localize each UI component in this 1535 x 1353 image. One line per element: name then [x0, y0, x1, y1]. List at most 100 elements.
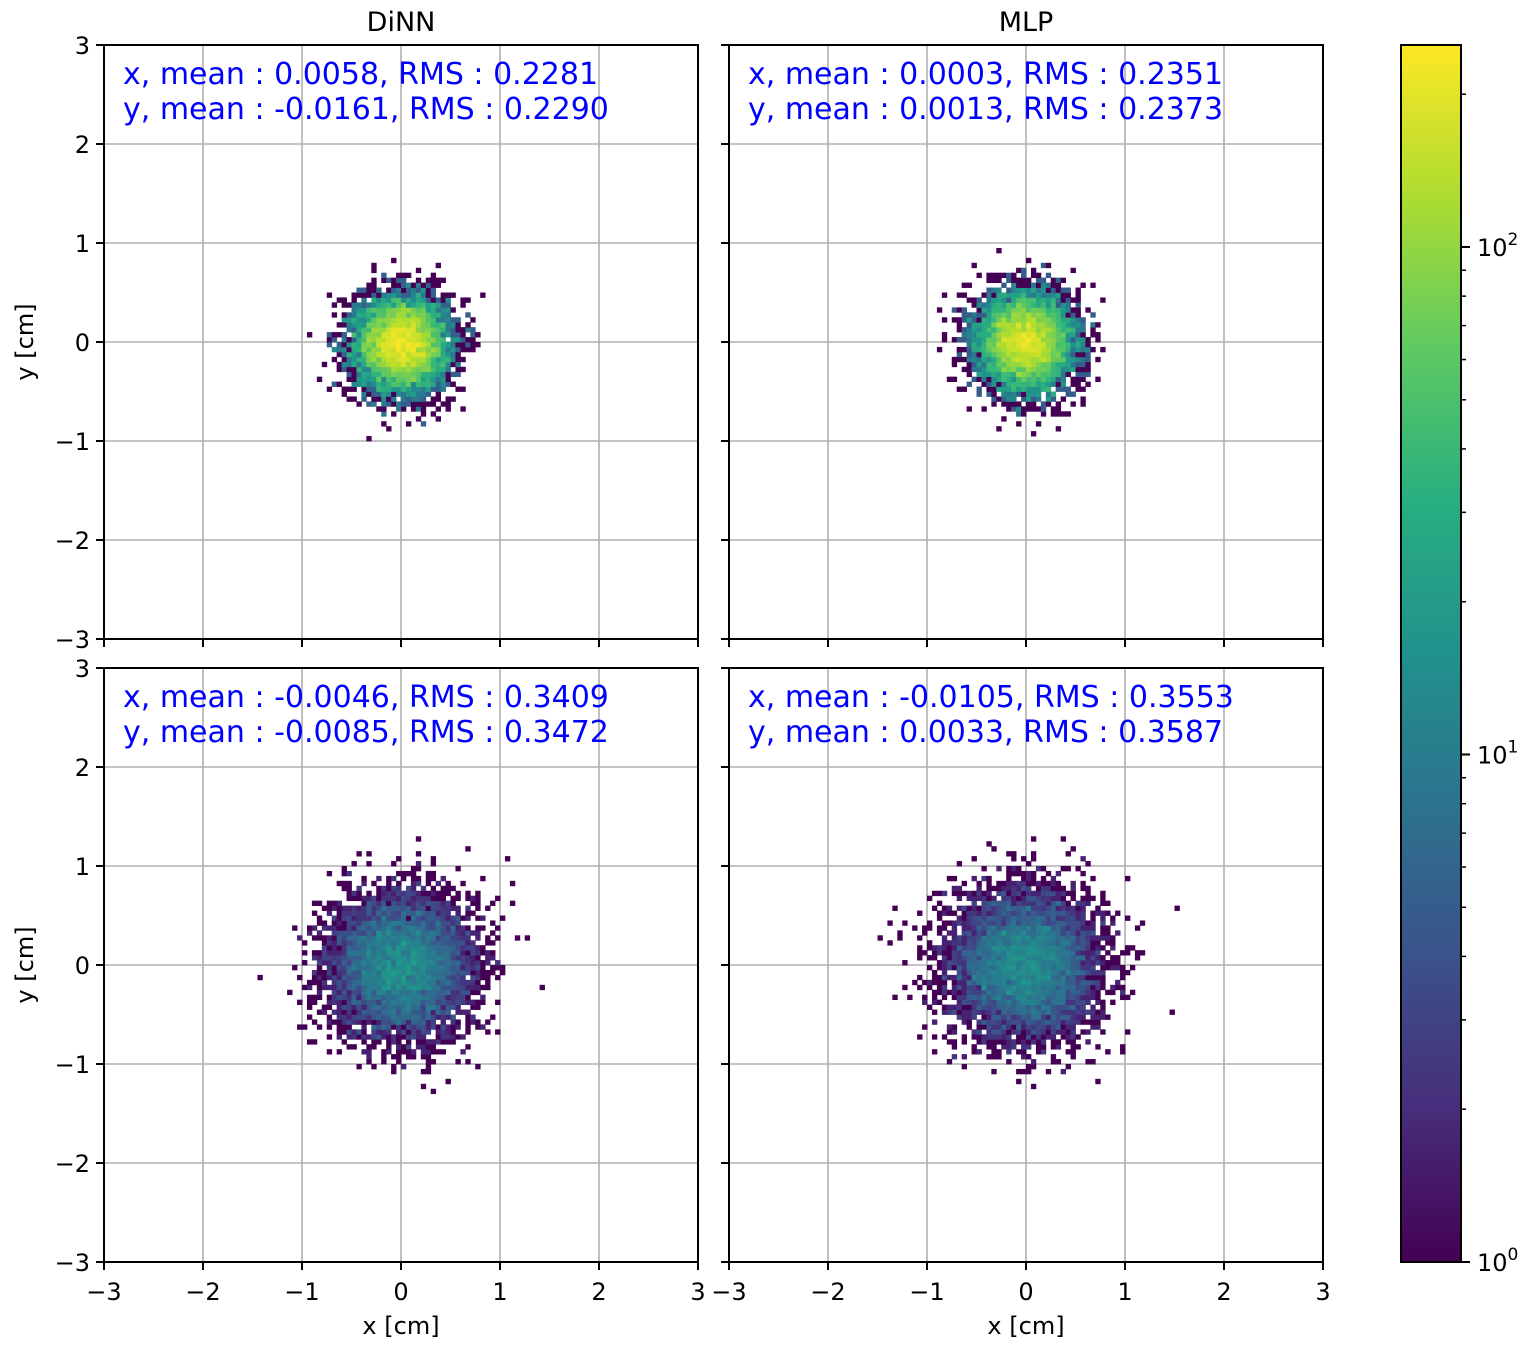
histogram-cell [475, 935, 481, 941]
histogram-cell [1055, 880, 1062, 887]
histogram-cell [475, 1064, 481, 1070]
histogram-cell [1075, 322, 1081, 328]
histogram-cell [1060, 1014, 1066, 1020]
histogram-cell [966, 342, 972, 348]
histogram-cell [410, 342, 417, 348]
histogram-cell [361, 297, 367, 303]
histogram-cell [376, 910, 382, 916]
histogram-cell [465, 297, 471, 303]
histogram-cell [1075, 930, 1081, 936]
histogram-cell [971, 297, 977, 303]
histogram-cell [1026, 950, 1032, 956]
histogram-cell [966, 895, 972, 902]
histogram-cell [445, 332, 451, 338]
histogram-cell [331, 984, 338, 991]
histogram-cell [351, 915, 357, 921]
histogram-cell [401, 999, 407, 1005]
histogram-cell [381, 1004, 387, 1010]
histogram-cell [1040, 371, 1047, 378]
histogram-cell [425, 915, 432, 921]
histogram-cell [405, 292, 412, 298]
histogram-cell [381, 900, 387, 906]
histogram-cell [341, 979, 347, 986]
histogram-cell [371, 1044, 377, 1050]
histogram-cell [1100, 900, 1106, 906]
histogram-cell [1125, 994, 1131, 1001]
histogram-cell [996, 302, 1002, 308]
histogram-cell [430, 386, 437, 392]
histogram-cell [366, 337, 372, 343]
histogram-cell [1035, 1019, 1042, 1025]
histogram-cell [1060, 989, 1066, 996]
histogram-cell [1035, 322, 1042, 328]
histogram-cell [455, 979, 461, 986]
histogram-cell [1030, 940, 1037, 946]
histogram-cell [941, 317, 948, 323]
histogram-cell [420, 1068, 427, 1075]
histogram-cell [976, 1009, 982, 1015]
histogram-cell [1075, 999, 1081, 1005]
histogram-cell [361, 292, 367, 298]
histogram-cell [991, 900, 997, 906]
histogram-cell [1100, 965, 1106, 971]
histogram-cell [1055, 900, 1062, 906]
histogram-cell [966, 955, 972, 961]
histogram-cell [430, 1014, 437, 1020]
histogram-cell [391, 257, 397, 264]
histogram-cell [430, 381, 437, 387]
histogram-cell [331, 999, 338, 1005]
histogram-cell [485, 974, 491, 981]
histogram-cell [1060, 969, 1066, 976]
histogram-cell [425, 880, 432, 887]
histogram-cell [1055, 925, 1062, 931]
histogram-cell [410, 999, 417, 1005]
histogram-cell [1030, 342, 1037, 348]
histogram-cell [415, 297, 422, 303]
histogram-cell [401, 371, 407, 378]
histogram-cell [396, 984, 402, 991]
histogram-cell [440, 979, 446, 986]
histogram-cell [941, 979, 948, 986]
histogram-cell [1001, 416, 1007, 422]
histogram-cell [1016, 287, 1022, 293]
histogram-cell [1085, 935, 1091, 941]
histogram-cell [996, 965, 1002, 971]
histogram-cell [971, 950, 977, 956]
histogram-cell [1035, 969, 1042, 976]
histogram-cell [971, 1014, 977, 1020]
histogram-cell [356, 356, 362, 363]
histogram-cell [1060, 277, 1066, 283]
histogram-cell [490, 900, 496, 906]
histogram-cell [420, 915, 427, 921]
histogram-cell [405, 361, 412, 368]
histogram-cell [415, 890, 422, 897]
histogram-cell [371, 312, 377, 318]
histogram-cell [1105, 910, 1111, 916]
histogram-cell [956, 386, 963, 392]
histogram-cell [391, 1054, 397, 1060]
histogram-cell [986, 1019, 992, 1025]
histogram-cell [1050, 366, 1057, 373]
histogram-cell [455, 999, 461, 1005]
histogram-cell [321, 1009, 328, 1015]
histogram-cell [405, 955, 412, 961]
histogram-cell [356, 312, 362, 318]
histogram-cell [936, 945, 943, 951]
histogram-cell [991, 984, 997, 991]
histogram-cell [951, 930, 958, 936]
histogram-cell [1001, 342, 1007, 348]
histogram-cell [1021, 935, 1027, 941]
histogram-cell [996, 322, 1002, 328]
histogram-cell [435, 930, 441, 936]
histogram-cell [475, 965, 481, 971]
histogram-cell [326, 994, 333, 1001]
histogram-cell [351, 317, 357, 323]
histogram-cell [1006, 322, 1012, 328]
histogram-cell [445, 905, 451, 911]
histogram-cell [346, 925, 352, 931]
histogram-cell [405, 1004, 412, 1010]
histogram-cell [490, 1014, 496, 1020]
histogram-cell [1021, 940, 1027, 946]
histogram-cell [1055, 885, 1062, 892]
